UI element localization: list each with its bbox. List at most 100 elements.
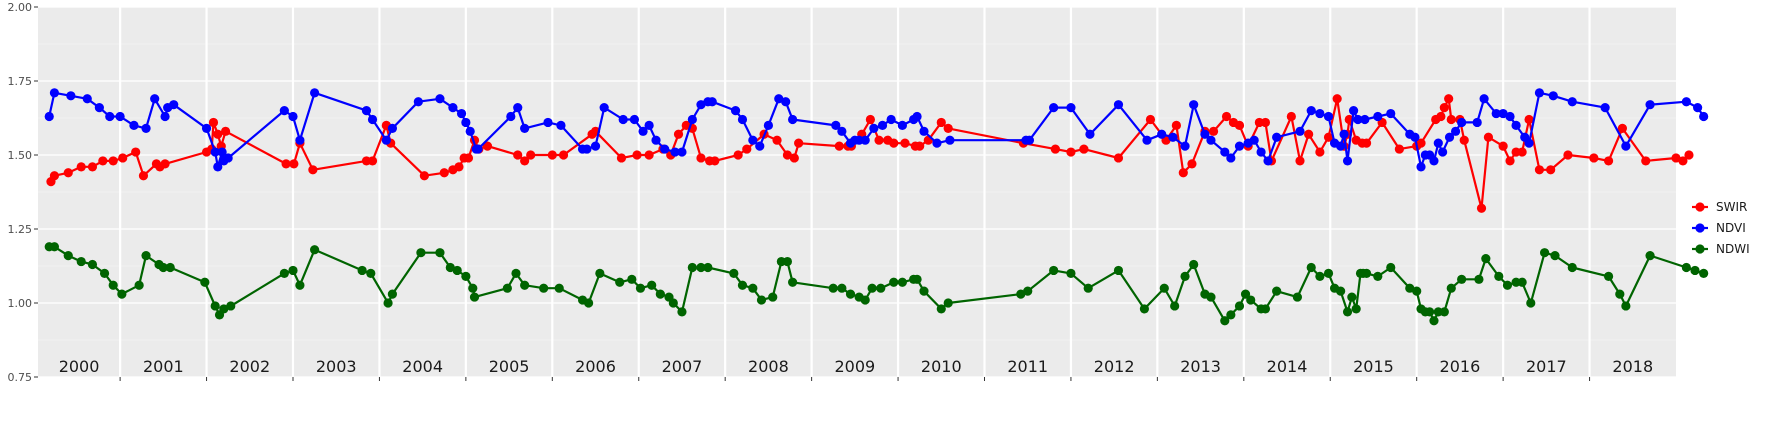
series-ndvi-point xyxy=(288,111,298,122)
series-ndvi-point xyxy=(413,97,423,107)
series-ndwi-point xyxy=(226,301,236,311)
series-swir-point xyxy=(1671,153,1681,163)
series-ndvi-point xyxy=(660,144,670,154)
year-label: 2016 xyxy=(1440,357,1481,376)
legend-key-dot xyxy=(1695,244,1705,254)
series-ndwi-point xyxy=(1159,283,1169,293)
series-ndwi-point xyxy=(117,289,127,299)
series-ndvi-point xyxy=(141,123,151,133)
series-ndvi-point xyxy=(1645,100,1655,110)
series-ndwi-point xyxy=(943,298,953,308)
year-label: 2007 xyxy=(662,357,703,376)
series-ndvi-point xyxy=(381,135,391,145)
series-swir-point xyxy=(936,117,946,128)
year-label: 2006 xyxy=(575,357,616,376)
series-ndvi-point xyxy=(590,141,601,151)
series-ndvi-point xyxy=(543,117,553,128)
series-ndvi-point xyxy=(217,147,227,157)
series-swir-point xyxy=(1323,132,1334,142)
series-ndwi-point xyxy=(1603,271,1614,281)
series-ndwi-point xyxy=(1439,307,1449,317)
series-swir-point xyxy=(673,129,684,139)
series-ndvi-point xyxy=(599,103,609,113)
series-ndvi-point xyxy=(670,147,680,157)
series-ndvi-point xyxy=(837,126,847,136)
year-label: 2001 xyxy=(143,357,184,376)
series-swir-point xyxy=(1113,153,1124,163)
series-ndwi-point xyxy=(1180,271,1190,281)
series-ndvi-point xyxy=(1699,111,1709,122)
series-ndwi-point xyxy=(383,298,393,308)
series-swir-point xyxy=(138,171,149,181)
series-ndvi-point xyxy=(448,103,458,113)
series-swir-point xyxy=(1444,94,1454,104)
series-ndvi-point xyxy=(1336,141,1346,151)
series-swir-point xyxy=(742,144,752,154)
series-swir-point xyxy=(1524,114,1534,125)
series-swir-point xyxy=(1050,144,1060,154)
series-ndvi-point xyxy=(677,147,687,157)
series-swir-point xyxy=(439,168,449,178)
series-ndwi-point xyxy=(647,280,657,290)
series-ndwi-point xyxy=(1386,262,1396,273)
series-ndwi-point xyxy=(876,283,886,293)
series-ndvi-point xyxy=(94,103,104,113)
series-ndwi-point xyxy=(1234,301,1245,311)
series-ndwi-point xyxy=(452,265,462,276)
series-ndwi-point xyxy=(595,268,605,278)
series-ndvi-point xyxy=(66,91,76,101)
legend-key-ndwi xyxy=(1692,244,1708,254)
series-ndwi-point xyxy=(1474,274,1484,284)
series-ndwi-point xyxy=(158,262,168,273)
series-swir-point xyxy=(160,159,170,169)
series-ndwi-point xyxy=(416,248,426,258)
series-swir-point xyxy=(108,156,118,166)
series-ndwi-point xyxy=(1347,292,1357,302)
series-swir-point xyxy=(63,168,73,178)
series-ndwi-point xyxy=(1292,292,1303,302)
series-ndvi-point xyxy=(1024,135,1035,145)
series-ndwi-point xyxy=(635,283,646,293)
series-swir-point xyxy=(208,117,219,128)
series-swir-point xyxy=(1641,156,1651,166)
series-ndwi-point xyxy=(1226,310,1236,320)
series-ndvi-point xyxy=(748,135,758,145)
series-ndvi-point xyxy=(1491,108,1501,119)
series-ndwi-point xyxy=(668,298,678,308)
series-swir-point xyxy=(1315,147,1325,157)
series-swir-point xyxy=(118,153,128,163)
series-ndvi-point xyxy=(1621,141,1631,151)
series-ndvi-point xyxy=(877,120,888,130)
year-labels: 2000 2001 2002 2003 2004 2005 2006 2007 2008 2009… xyxy=(59,357,1653,376)
series-ndvi-point xyxy=(49,88,60,98)
series-ndvi-point xyxy=(1226,153,1236,163)
series-ndwi-point xyxy=(837,283,847,293)
series-ndvi-point xyxy=(295,135,305,145)
year-label: 2018 xyxy=(1612,357,1653,376)
series-ndvi-point xyxy=(279,106,289,116)
series-ndwi-point xyxy=(1361,268,1372,278)
series-ndvi-point xyxy=(461,117,471,128)
series-ndwi-point xyxy=(1083,283,1093,293)
series-ndvi-point xyxy=(1206,135,1216,145)
series-ndwi-point xyxy=(1690,265,1700,276)
series-ndwi-point xyxy=(768,292,778,302)
series-ndwi-point xyxy=(1351,304,1361,314)
series-ndwi-point xyxy=(1113,265,1124,276)
series-swir-point xyxy=(526,150,536,160)
series-ndwi-point xyxy=(210,301,220,311)
series-ndwi-point xyxy=(1526,298,1536,308)
series-ndwi-point xyxy=(469,292,480,302)
series-ndvi-point xyxy=(788,114,798,125)
series-ndvi-point xyxy=(1157,129,1167,139)
year-label: 2012 xyxy=(1094,357,1135,376)
series-ndvi-point xyxy=(1360,114,1370,125)
series-ndwi-point xyxy=(1502,280,1513,290)
series-swir-point xyxy=(289,159,299,169)
series-ndwi-point xyxy=(756,295,767,305)
series-swir-point xyxy=(482,141,493,151)
y-axis: 0.75 1.00 1.25 1.50 1.75 2.00 xyxy=(8,1,38,384)
series-ndwi-point xyxy=(1494,271,1504,281)
series-swir-point xyxy=(76,162,86,172)
series-ndvi-point xyxy=(1498,108,1508,119)
